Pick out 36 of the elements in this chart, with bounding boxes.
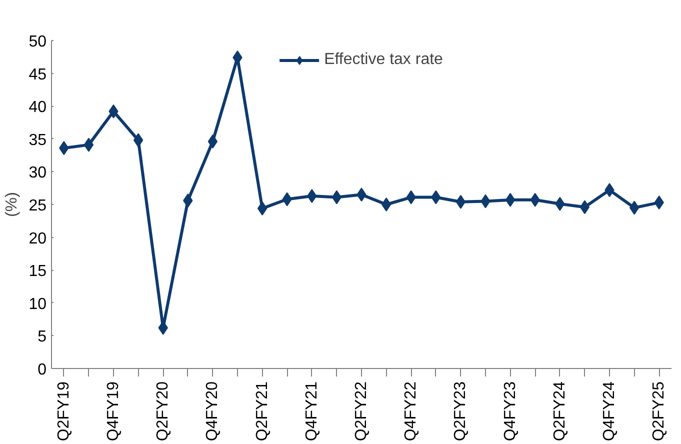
y-tick-label: 40 (28, 99, 47, 116)
point (257, 201, 268, 216)
x-tick-label: Q2FY21 (254, 381, 271, 442)
point (332, 190, 342, 204)
point (381, 198, 392, 212)
point (580, 200, 590, 214)
x-tick-label: Q4FY21 (303, 381, 320, 442)
point (133, 133, 144, 148)
point (629, 200, 640, 215)
x-tick-label: Q2FY20 (154, 381, 172, 442)
x-tick-label: Q2FY24 (551, 381, 568, 442)
x-tick-label: Q4FY22 (402, 381, 420, 442)
y-tick-label: 5 (38, 328, 47, 346)
y-tick-label: 0 (38, 362, 47, 378)
x-tick-label: Q2FY25 (650, 381, 668, 442)
y-tick-label: 45 (28, 66, 47, 84)
y-axis-title: (%) (4, 192, 21, 217)
y-tick-label: 35 (28, 132, 47, 149)
legend-label: Effective tax rate (324, 51, 443, 69)
point (84, 138, 94, 152)
y-tick-label: 25 (28, 198, 47, 214)
point (208, 134, 218, 149)
y-tick-label: 50 (28, 34, 47, 50)
y-tick-label: 20 (28, 230, 47, 248)
x-tick-label: Q4FY24 (601, 381, 618, 442)
x-tick-label: Q2FY23 (452, 381, 470, 442)
point (456, 194, 466, 209)
y-tick-label: 15 (28, 263, 47, 280)
y-tick-label: 10 (28, 296, 47, 313)
x-tick-label: Q4FY19 (105, 381, 122, 442)
y-tick-label: 30 (28, 164, 47, 182)
x-tick-label: Q4FY20 (204, 381, 222, 442)
point (505, 192, 516, 207)
x-tick-label: Q2FY19 (55, 381, 72, 442)
x-tick-label: Q4FY23 (502, 381, 519, 442)
x-tick-label: Q2FY22 (353, 381, 370, 442)
